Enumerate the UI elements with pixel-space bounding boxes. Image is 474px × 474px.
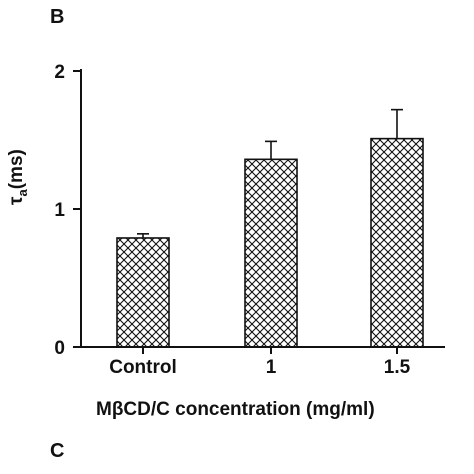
y-tick-label-1: 1 <box>54 200 65 221</box>
y-tick-label-0: 0 <box>54 338 65 359</box>
x-tick-label-Control: Control <box>109 357 177 378</box>
bars <box>116 137 424 348</box>
bar-Control <box>116 237 170 348</box>
x-tick-labels: Control 1 1.5 <box>109 357 410 378</box>
bar-1.5 <box>370 137 424 348</box>
panel-label-c: C <box>50 440 65 462</box>
y-tick-label-2: 2 <box>54 62 65 83</box>
x-tick-label-1: 1 <box>266 357 277 378</box>
y-tick-labels: 0 1 2 <box>54 62 65 359</box>
panel-label-b: B <box>50 6 65 28</box>
x-axis-label: MβCD/C concentration (mg/ml) <box>96 399 375 420</box>
error-bars <box>137 108 403 238</box>
x-tick-label-1.5: 1.5 <box>384 357 411 378</box>
bar-1 <box>244 158 298 348</box>
